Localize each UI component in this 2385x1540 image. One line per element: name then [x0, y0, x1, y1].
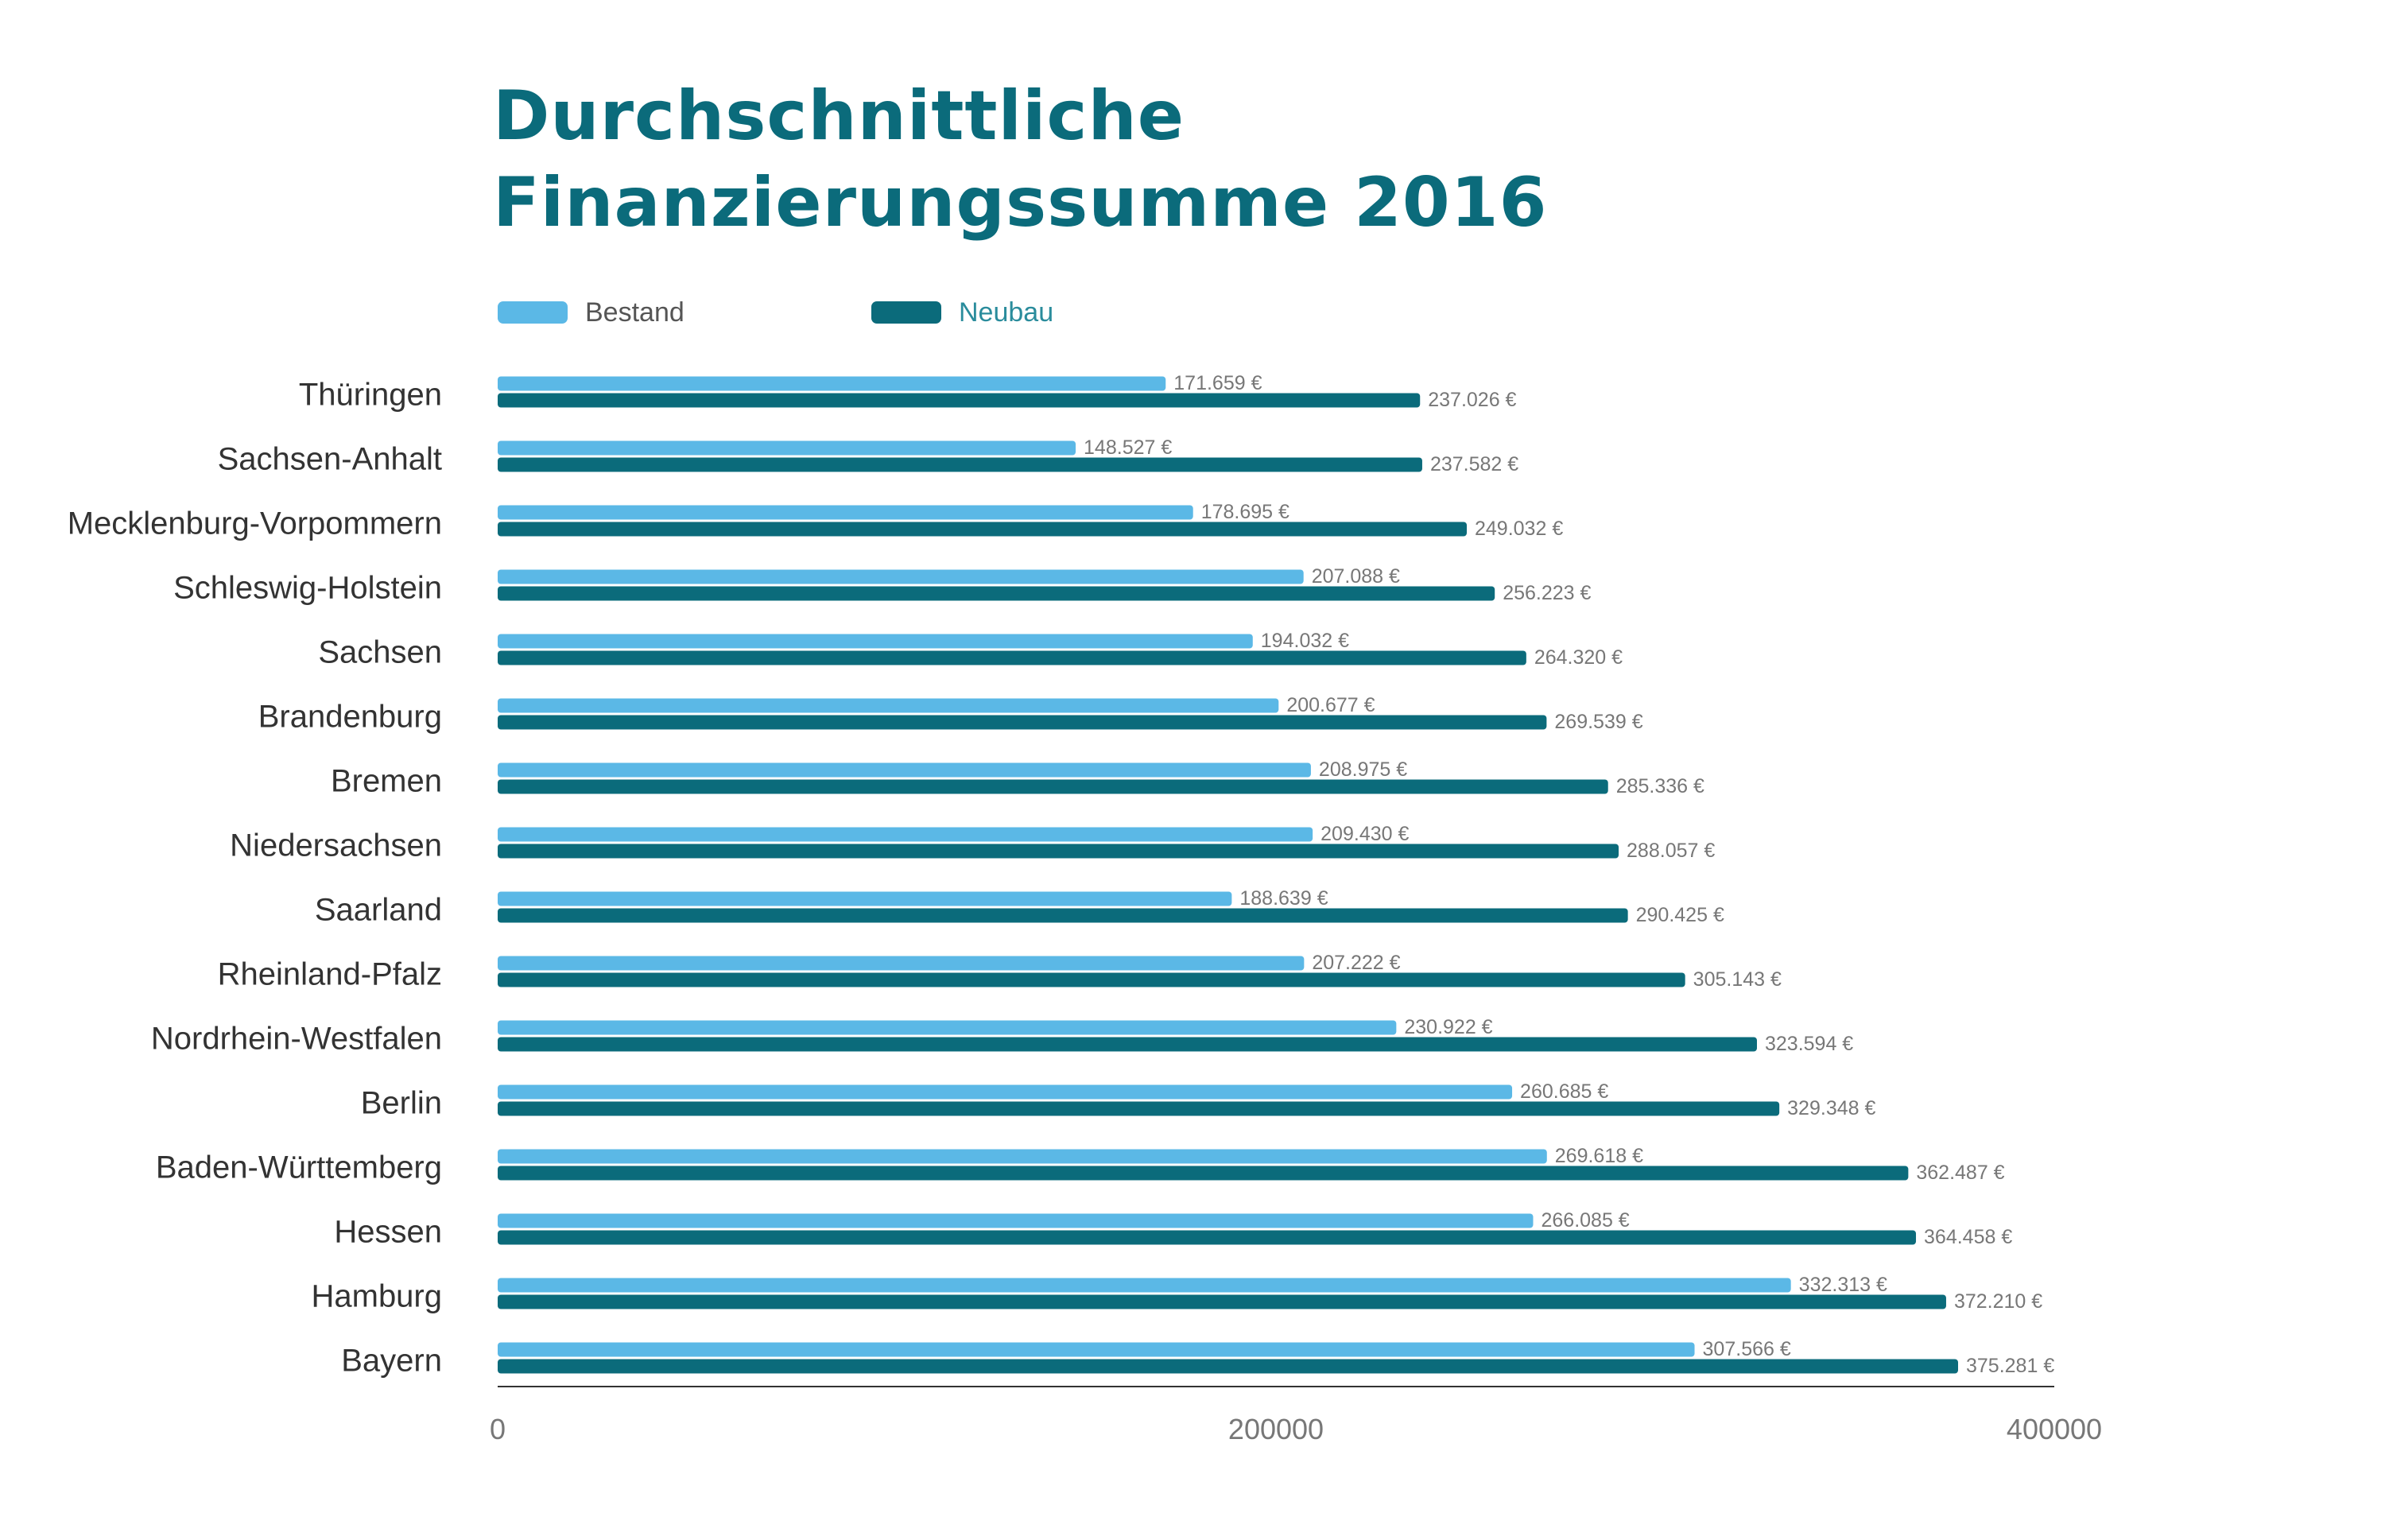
value-label-bestand-nordrhein-westfalen: 230.922 € [1404, 1016, 1492, 1038]
bar-bestand-mecklenburg-vorpommern [498, 505, 1193, 520]
value-label-bestand-bremen: 208.975 € [1319, 758, 1407, 781]
value-label-neubau-hessen: 364.458 € [1924, 1226, 2012, 1248]
value-label-neubau-saarland: 290.425 € [1636, 904, 1724, 926]
legend-label-neubau: Neubau [959, 297, 1054, 328]
value-label-neubau-mecklenburg-vorpommern: 249.032 € [1475, 518, 1563, 540]
bar-bestand-saarland [498, 891, 1232, 906]
category-label-schleswig-holstein: Schleswig-Holstein [173, 571, 442, 606]
value-label-neubau-sachsen-anhalt: 237.582 € [1430, 453, 1518, 475]
value-label-bestand-rheinland-pfalz: 207.222 € [1312, 952, 1400, 974]
bar-neubau-baden-wurttemberg [498, 1166, 1909, 1181]
value-label-bestand-bayern: 307.566 € [1703, 1338, 1791, 1360]
category-label-sachsen-anhalt: Sachsen-Anhalt [218, 442, 442, 477]
legend-label-bestand: Bestand [585, 297, 684, 328]
value-label-neubau-sachsen: 264.320 € [1534, 646, 1623, 669]
value-label-neubau-berlin: 329.348 € [1787, 1097, 1875, 1119]
labels-layer: Thüringen 171.659 € 237.026 € Sachsen-Anhal… [68, 372, 2055, 1378]
bar-neubau-hamburg [498, 1294, 1946, 1309]
bars-layer [498, 376, 1959, 1374]
value-label-neubau-niedersachsen: 288.057 € [1627, 840, 1715, 862]
bar-bestand-berlin [498, 1084, 1513, 1100]
category-label-hessen: Hessen [334, 1215, 442, 1250]
x-tick-label-0: 0 [490, 1413, 506, 1445]
value-label-bestand-sachsen-anhalt: 148.527 € [1084, 436, 1172, 459]
category-label-saarland: Saarland [315, 893, 442, 928]
bar-bestand-baden-wurttemberg [498, 1149, 1547, 1164]
x-tick-label-2: 400000 [2007, 1413, 2102, 1445]
value-label-bestand-hessen: 266.085 € [1541, 1209, 1629, 1232]
bar-bestand-sachsen-anhalt [498, 440, 1076, 456]
bar-bestand-hamburg [498, 1278, 1791, 1293]
category-label-bremen: Bremen [331, 764, 442, 799]
chart-title-line-2: Finanzierungssumme 2016 [493, 163, 1548, 242]
value-label-neubau-nordrhein-westfalen: 323.594 € [1765, 1033, 1853, 1055]
bar-neubau-thuringen [498, 393, 1421, 408]
bar-bestand-niedersachsen [498, 827, 1313, 842]
value-label-bestand-baden-wurttemberg: 269.618 € [1555, 1145, 1643, 1167]
category-label-sachsen: Sachsen [318, 635, 442, 670]
value-label-bestand-schleswig-holstein: 207.088 € [1312, 565, 1400, 588]
bar-neubau-rheinland-pfalz [498, 972, 1685, 987]
bar-bestand-schleswig-holstein [498, 569, 1304, 584]
legend-swatch-bestand [498, 301, 568, 324]
value-label-neubau-bremen: 285.336 € [1616, 775, 1704, 797]
value-label-bestand-mecklenburg-vorpommern: 178.695 € [1201, 501, 1289, 523]
value-label-bestand-niedersachsen: 209.430 € [1320, 823, 1409, 845]
bar-neubau-niedersachsen [498, 844, 1619, 859]
category-label-mecklenburg-vorpommern: Mecklenburg-Vorpommern [68, 506, 442, 541]
value-label-neubau-brandenburg: 269.539 € [1554, 711, 1642, 733]
value-label-bestand-sachsen: 194.032 € [1261, 630, 1349, 652]
bar-bestand-rheinland-pfalz [498, 956, 1305, 971]
value-label-neubau-hamburg: 372.210 € [1954, 1290, 2042, 1313]
category-label-hamburg: Hamburg [311, 1279, 442, 1314]
value-label-bestand-saarland: 188.639 € [1239, 887, 1328, 910]
bar-neubau-brandenburg [498, 715, 1547, 730]
category-label-bayern: Bayern [341, 1344, 442, 1379]
bar-neubau-bayern [498, 1359, 1959, 1374]
value-label-neubau-thuringen: 237.026 € [1428, 389, 1516, 411]
value-label-neubau-baden-wurttemberg: 362.487 € [1916, 1162, 2004, 1184]
bar-bestand-brandenburg [498, 698, 1279, 713]
value-label-neubau-rheinland-pfalz: 305.143 € [1693, 968, 1782, 991]
x-tick-label-1: 200000 [1228, 1413, 1324, 1445]
bar-neubau-nordrhein-westfalen [498, 1037, 1757, 1052]
category-label-niedersachsen: Niedersachsen [230, 828, 442, 863]
bar-bestand-bayern [498, 1342, 1695, 1357]
value-label-neubau-schleswig-holstein: 256.223 € [1503, 582, 1591, 604]
bar-neubau-hessen [498, 1230, 1917, 1245]
bar-bestand-nordrhein-westfalen [498, 1020, 1397, 1035]
value-label-bestand-berlin: 260.685 € [1520, 1080, 1608, 1103]
bar-bestand-bremen [498, 762, 1311, 778]
category-label-brandenburg: Brandenburg [258, 700, 442, 735]
category-label-baden-wurttemberg: Baden-Württemberg [156, 1150, 442, 1185]
bar-neubau-schleswig-holstein [498, 586, 1495, 601]
bar-neubau-sachsen-anhalt [498, 457, 1422, 472]
bar-neubau-saarland [498, 908, 1628, 923]
x-axis: 0 200000 400000 [490, 1386, 2102, 1445]
bar-neubau-sachsen [498, 650, 1526, 665]
category-label-rheinland-pfalz: Rheinland-Pfalz [218, 957, 442, 992]
bar-neubau-bremen [498, 779, 1608, 794]
category-label-berlin: Berlin [361, 1086, 442, 1121]
legend-swatch-neubau [871, 301, 941, 324]
value-label-neubau-bayern: 375.281 € [1966, 1355, 2054, 1377]
bar-neubau-berlin [498, 1101, 1780, 1116]
bar-bestand-sachsen [498, 634, 1253, 649]
bar-neubau-mecklenburg-vorpommern [498, 522, 1468, 537]
category-label-thuringen: Thüringen [299, 378, 442, 413]
value-label-bestand-brandenburg: 200.677 € [1286, 694, 1375, 716]
bar-bestand-thuringen [498, 376, 1166, 391]
value-label-bestand-thuringen: 171.659 € [1173, 372, 1262, 394]
value-label-bestand-hamburg: 332.313 € [1799, 1274, 1887, 1296]
category-label-nordrhein-westfalen: Nordrhein-Westfalen [151, 1022, 442, 1057]
chart-title-line-1: Durchschnittliche [493, 76, 1185, 156]
bar-bestand-hessen [498, 1213, 1534, 1228]
